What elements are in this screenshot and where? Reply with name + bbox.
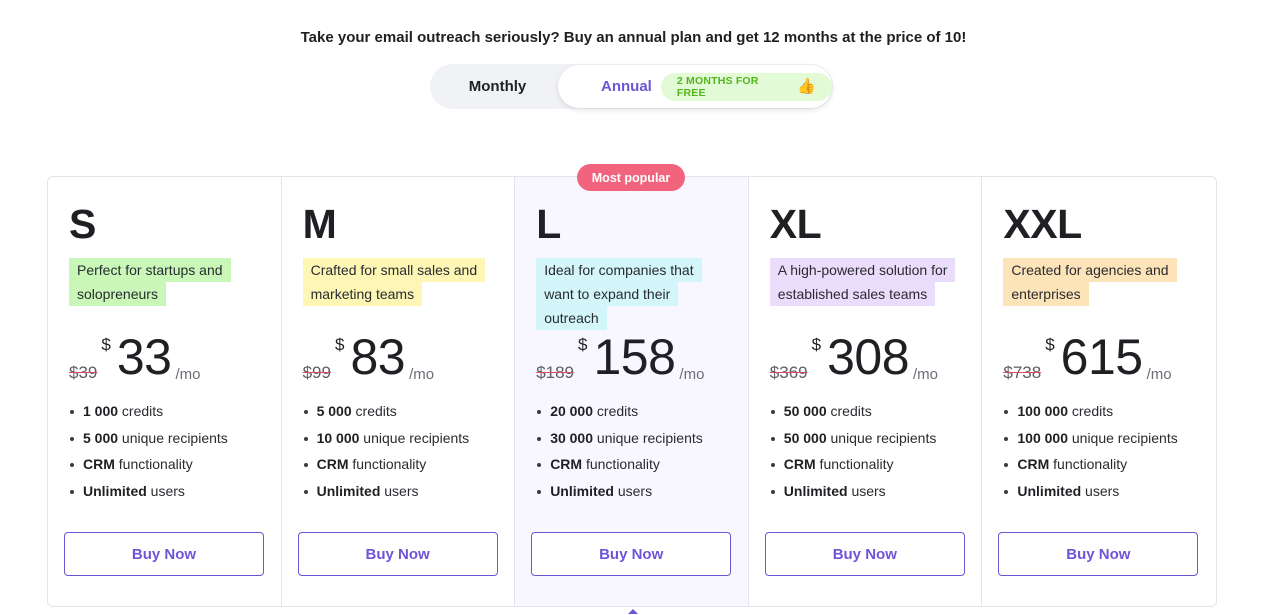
currency-symbol: $	[578, 335, 588, 354]
buy-now-button[interactable]: Buy Now	[297, 532, 498, 576]
free-months-badge: 2 MONTHS FOR FREE 👍	[660, 72, 832, 101]
plan-description-line: want to expand their outreach	[536, 282, 679, 330]
price-row: $39 $ 33 /mo	[69, 329, 279, 385]
old-price: $738	[1003, 363, 1042, 382]
plan-description-line: enterprises	[1003, 282, 1089, 306]
price-row: $369 $ 308 /mo	[770, 329, 980, 385]
feature-item: CRM functionality	[303, 451, 470, 478]
feature-item: 20 000 credits	[536, 398, 703, 425]
plan-description-line: A high-powered solution for	[769, 258, 956, 282]
plan-description-line: marketing teams	[302, 282, 423, 306]
plan-description-line: established sales teams	[769, 282, 936, 306]
price-amount: 615	[1060, 329, 1143, 385]
price-period: /mo	[175, 366, 201, 383]
plan-description: Created for agencies and enterprises	[1003, 258, 1203, 306]
buy-now-button[interactable]: Buy Now	[64, 532, 264, 576]
monthly-option[interactable]: Monthly	[468, 78, 527, 95]
plan-card-xxl: XXL Created for agencies and enterprises…	[982, 177, 1216, 606]
plan-description: Perfect for startups and solopreneurs	[69, 258, 269, 306]
annual-option[interactable]: Annual 2 MONTHS FOR FREE 👍	[558, 65, 832, 108]
feature-item: Unlimited users	[69, 478, 228, 505]
feature-item: Unlimited users	[536, 478, 703, 505]
price-period: /mo	[913, 366, 939, 383]
feature-list: 1 000 credits 5 000 unique recipients CR…	[69, 398, 228, 504]
feature-item: 50 000 credits	[770, 398, 937, 425]
plan-description-line: Ideal for companies that	[536, 258, 702, 282]
feature-item: 1 000 credits	[69, 398, 228, 425]
feature-list: 50 000 credits 50 000 unique recipients …	[770, 398, 937, 505]
price-amount: 308	[827, 329, 910, 385]
feature-item: 30 000 unique recipients	[536, 425, 703, 452]
plan-name: XL	[769, 201, 822, 247]
plan-name: M	[302, 201, 337, 247]
feature-item: 5 000 unique recipients	[69, 425, 228, 452]
feature-item: CRM functionality	[69, 451, 228, 478]
feature-item: 100 000 unique recipients	[1003, 425, 1178, 452]
feature-item: 100 000 credits	[1003, 398, 1177, 425]
price-amount: 158	[593, 329, 676, 385]
feature-item: CRM functionality	[536, 451, 703, 478]
pricing-cards: S Perfect for startups and solopreneurs …	[47, 176, 1217, 607]
feature-item: CRM functionality	[1003, 451, 1177, 478]
price-amount: 83	[350, 329, 406, 385]
old-price: $99	[302, 363, 331, 382]
feature-item: Unlimited users	[1003, 478, 1177, 505]
caret-up-icon	[628, 609, 638, 614]
most-popular-badge: Most popular	[577, 164, 685, 191]
feature-list: 100 000 credits 100 000 unique recipient…	[1003, 398, 1178, 505]
old-price: $189	[536, 363, 575, 382]
buy-now-button[interactable]: Buy Now	[764, 532, 965, 576]
feature-item: CRM functionality	[770, 451, 937, 478]
buy-now-button[interactable]: Buy Now	[531, 532, 732, 576]
plan-description: Crafted for small sales and marketing te…	[302, 258, 503, 306]
plan-card-l: L Ideal for companies that want to expan…	[515, 177, 749, 606]
free-badge-label: 2 MONTHS FOR FREE	[676, 74, 759, 99]
price-period: /mo	[409, 366, 435, 383]
currency-symbol: $	[1045, 335, 1055, 354]
plan-card-m: M Crafted for small sales and marketing …	[282, 177, 516, 606]
price-amount: 33	[116, 329, 172, 385]
annual-label: Annual	[601, 78, 652, 95]
feature-item: Unlimited users	[770, 478, 937, 505]
price-row: $99 $ 83 /mo	[303, 329, 513, 385]
page-headline: Take your email outreach seriously? Buy …	[300, 29, 967, 46]
feature-item: 50 000 unique recipients	[770, 425, 936, 452]
plan-description-line: solopreneurs	[69, 282, 166, 306]
plan-name: S	[69, 201, 96, 247]
currency-symbol: $	[811, 335, 822, 354]
plan-description-line: Crafted for small sales and	[302, 258, 486, 282]
plan-description: A high-powered solution for established …	[769, 258, 970, 306]
old-price: $369	[769, 363, 808, 382]
feature-item: 5 000 credits	[303, 398, 470, 425]
plan-name: XXL	[1003, 201, 1082, 247]
plan-description-line: Perfect for startups and	[69, 258, 231, 282]
price-row: $189 $ 158 /mo	[536, 329, 746, 385]
feature-list: 20 000 credits 30 000 unique recipients …	[536, 398, 703, 504]
price-period: /mo	[1146, 366, 1172, 383]
price-row: $738 $ 615 /mo	[1003, 329, 1213, 385]
feature-item: 10 000 unique recipients	[303, 425, 469, 452]
plan-name: L	[536, 201, 561, 247]
plan-card-s: S Perfect for startups and solopreneurs …	[48, 177, 282, 606]
price-period: /mo	[679, 366, 705, 383]
plan-card-xl: XL A high-powered solution for establish…	[749, 177, 983, 606]
billing-toggle[interactable]: Monthly Annual 2 MONTHS FOR FREE 👍	[430, 64, 833, 109]
currency-symbol: $	[334, 335, 345, 354]
plan-description-line: Created for agencies and	[1003, 258, 1177, 282]
feature-list: 5 000 credits 10 000 unique recipients C…	[303, 398, 470, 505]
old-price: $39	[69, 363, 98, 382]
currency-symbol: $	[101, 335, 111, 354]
buy-now-button[interactable]: Buy Now	[998, 532, 1199, 576]
plan-description: Ideal for companies that want to expand …	[536, 258, 736, 330]
feature-item: Unlimited users	[303, 478, 470, 505]
thumbs-up-icon: 👍	[797, 78, 816, 95]
